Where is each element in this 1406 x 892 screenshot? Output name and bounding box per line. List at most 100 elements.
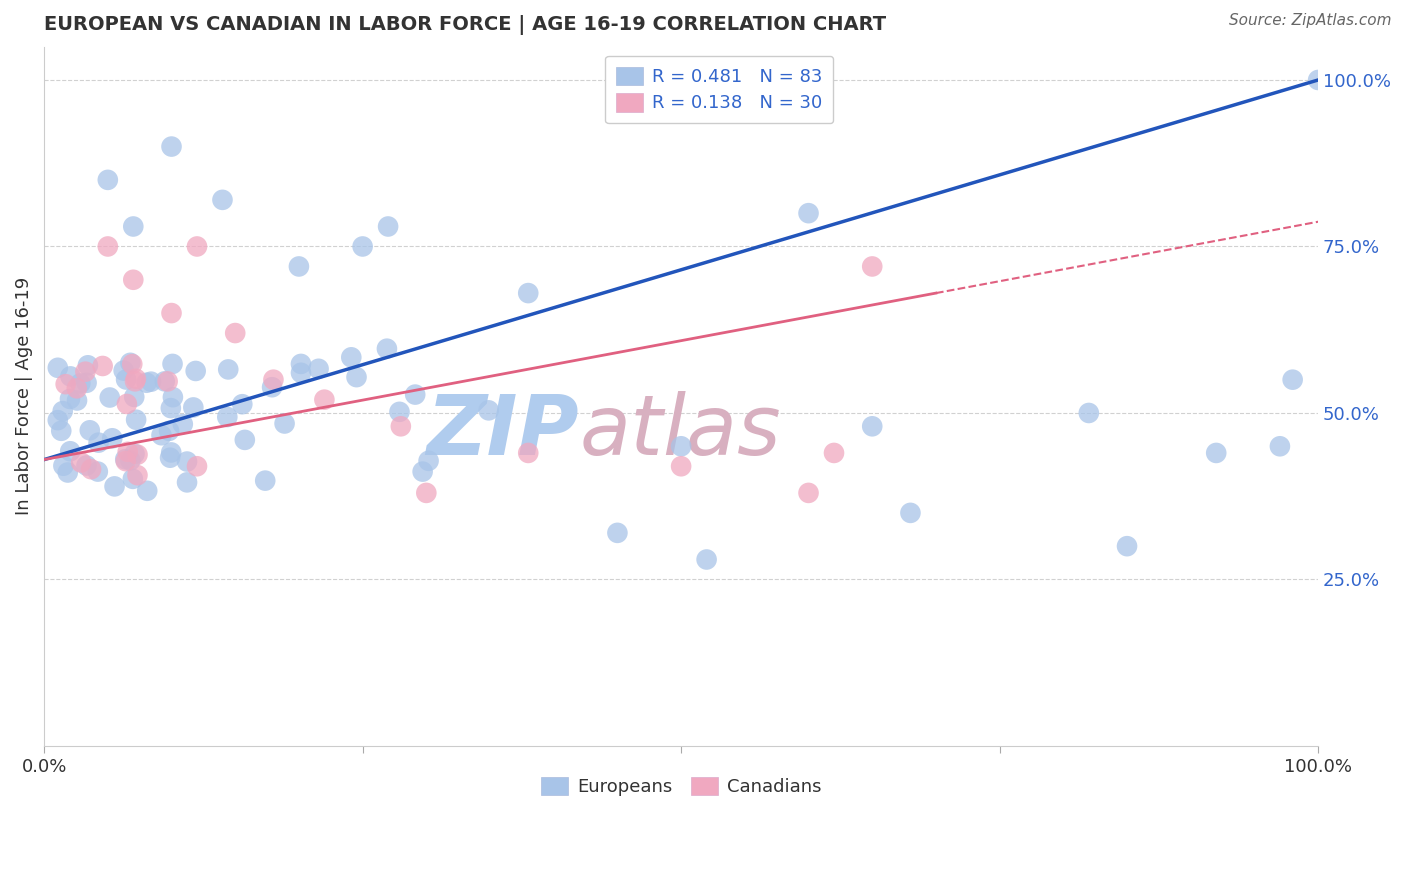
Point	[59, 392, 82, 406]
Point	[1308, 73, 1330, 87]
Point	[176, 475, 198, 490]
Point	[900, 506, 922, 520]
Point	[696, 552, 718, 566]
Point	[412, 465, 434, 479]
Point	[52, 404, 75, 418]
Point	[860, 419, 883, 434]
Point	[211, 193, 233, 207]
Point	[91, 359, 114, 373]
Point	[669, 459, 692, 474]
Y-axis label: In Labor Force | Age 16-19: In Labor Force | Age 16-19	[15, 277, 32, 516]
Text: atlas: atlas	[579, 391, 780, 472]
Point	[186, 239, 208, 253]
Point	[114, 454, 136, 468]
Point	[122, 219, 145, 234]
Point	[124, 447, 146, 461]
Point	[1077, 406, 1099, 420]
Point	[224, 326, 246, 340]
Point	[404, 387, 426, 401]
Point	[184, 364, 207, 378]
Point	[186, 459, 208, 474]
Point	[346, 370, 368, 384]
Point	[75, 365, 97, 379]
Point	[87, 435, 110, 450]
Point	[1268, 439, 1291, 453]
Point	[160, 306, 183, 320]
Point	[56, 466, 79, 480]
Point	[159, 450, 181, 465]
Point	[121, 357, 143, 371]
Point	[478, 403, 501, 417]
Text: Source: ZipAtlas.com: Source: ZipAtlas.com	[1229, 13, 1392, 29]
Point	[308, 361, 330, 376]
Point	[52, 458, 75, 473]
Point	[120, 453, 142, 467]
Point	[172, 417, 194, 431]
Point	[70, 455, 93, 469]
Point	[97, 239, 120, 253]
Point	[125, 372, 148, 386]
Point	[1281, 373, 1303, 387]
Point	[124, 375, 146, 389]
Point	[66, 393, 89, 408]
Point	[606, 525, 628, 540]
Point	[160, 445, 183, 459]
Point	[55, 377, 77, 392]
Point	[114, 452, 136, 467]
Point	[103, 479, 125, 493]
Point	[150, 428, 173, 442]
Text: EUROPEAN VS CANADIAN IN LABOR FORCE | AGE 16-19 CORRELATION CHART: EUROPEAN VS CANADIAN IN LABOR FORCE | AG…	[44, 15, 886, 35]
Point	[97, 173, 120, 187]
Point	[254, 474, 277, 488]
Point	[669, 439, 692, 453]
Point	[340, 351, 363, 365]
Point	[352, 239, 374, 253]
Point	[273, 417, 295, 431]
Point	[46, 360, 69, 375]
Point	[139, 375, 162, 389]
Point	[517, 286, 540, 301]
Point	[860, 260, 883, 274]
Point	[823, 446, 845, 460]
Point	[375, 342, 398, 356]
Point	[98, 391, 121, 405]
Point	[377, 219, 399, 234]
Point	[233, 433, 256, 447]
Point	[127, 448, 149, 462]
Point	[217, 362, 239, 376]
Text: ZIP: ZIP	[426, 391, 579, 472]
Point	[314, 392, 336, 407]
Point	[160, 401, 183, 416]
Point	[80, 462, 103, 476]
Point	[176, 454, 198, 468]
Point	[59, 444, 82, 458]
Point	[117, 444, 139, 458]
Point	[69, 376, 91, 391]
Point	[77, 359, 100, 373]
Point	[66, 381, 89, 395]
Point	[122, 273, 145, 287]
Point	[288, 260, 311, 274]
Point	[418, 454, 440, 468]
Point	[290, 366, 312, 380]
Point	[112, 363, 135, 377]
Point	[389, 419, 412, 434]
Point	[153, 375, 176, 389]
Point	[156, 375, 179, 389]
Point	[136, 483, 159, 498]
Point	[183, 401, 205, 415]
Point	[59, 369, 82, 384]
Point	[76, 458, 98, 473]
Point	[1205, 446, 1227, 460]
Point	[127, 468, 149, 483]
Point	[46, 413, 69, 427]
Point	[415, 486, 437, 500]
Point	[101, 431, 124, 445]
Point	[51, 424, 73, 438]
Point	[262, 373, 284, 387]
Point	[79, 423, 101, 437]
Point	[290, 357, 312, 371]
Point	[1116, 539, 1139, 553]
Point	[517, 446, 540, 460]
Point	[217, 409, 239, 424]
